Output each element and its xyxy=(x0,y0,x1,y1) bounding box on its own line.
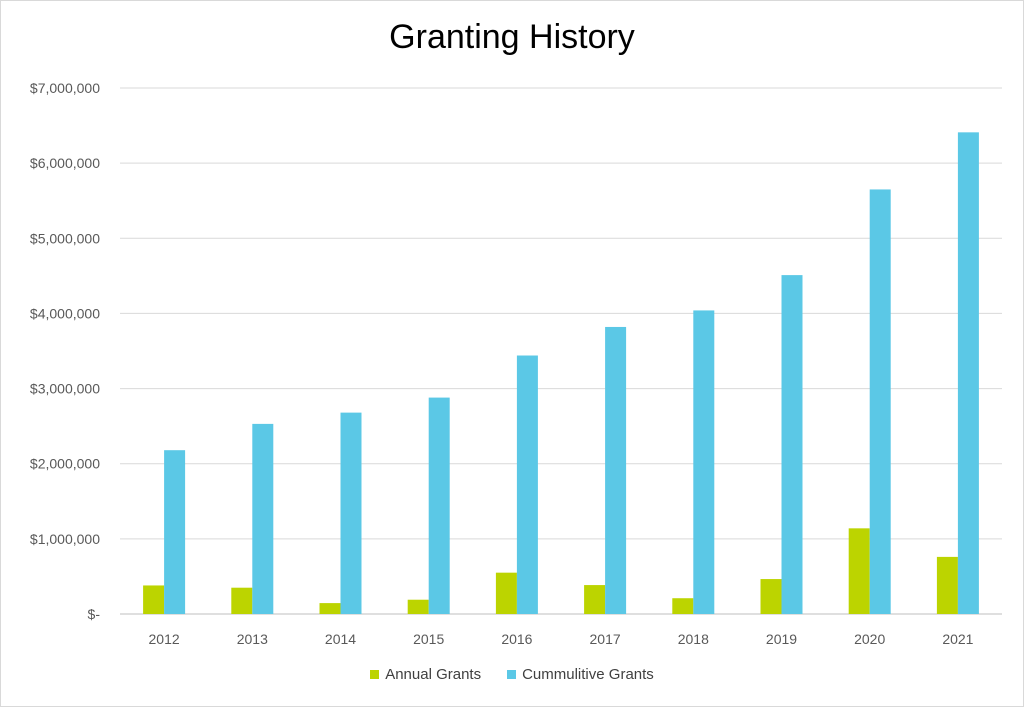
chart-legend: Annual Grants Cummulitive Grants xyxy=(0,666,1024,683)
bar-cumulative-2012 xyxy=(164,450,186,614)
bar-cumulative-2017 xyxy=(605,326,627,614)
bar-cumulative-2021 xyxy=(957,132,979,614)
bar-cumulative-2014 xyxy=(340,412,362,614)
bar-annual-2019 xyxy=(760,579,782,614)
y-tick-label: $2,000,000 xyxy=(30,456,100,472)
bar-annual-2018 xyxy=(672,598,694,614)
bar-annual-2021 xyxy=(936,556,958,614)
bar-annual-2015 xyxy=(407,599,429,614)
legend-item-cumulative: Cummulitive Grants xyxy=(507,666,654,683)
bar-cumulative-2013 xyxy=(252,423,274,614)
legend-swatch-annual xyxy=(370,670,380,679)
bar-cumulative-2018 xyxy=(693,310,715,614)
bar-cumulative-2015 xyxy=(428,397,450,614)
x-tick-label: 2020 xyxy=(854,631,885,647)
bar-annual-2012 xyxy=(143,585,165,614)
x-tick-label: 2017 xyxy=(590,631,621,647)
bar-annual-2016 xyxy=(495,572,517,614)
x-tick-label: 2012 xyxy=(149,631,180,647)
chart-title: Granting History xyxy=(389,18,635,56)
x-tick-label: 2018 xyxy=(678,631,709,647)
legend-swatch-cumulative xyxy=(507,670,517,679)
x-tick-label: 2014 xyxy=(325,631,356,647)
y-tick-label: $7,000,000 xyxy=(30,80,100,96)
y-tick-label: $4,000,000 xyxy=(30,305,100,321)
bar-cumulative-2020 xyxy=(869,189,891,614)
y-tick-label: $1,000,000 xyxy=(30,531,100,547)
bar-cumulative-2016 xyxy=(516,355,538,614)
y-tick-label: $5,000,000 xyxy=(30,230,100,246)
bar-annual-2014 xyxy=(319,603,341,614)
bar-annual-2020 xyxy=(848,528,870,614)
legend-label-cumulative: Cummulitive Grants xyxy=(522,666,654,683)
legend-label-annual: Annual Grants xyxy=(385,666,482,683)
x-tick-label: 2019 xyxy=(766,631,797,647)
legend-item-annual: Annual Grants xyxy=(370,666,481,683)
bar-annual-2017 xyxy=(584,585,606,614)
bar-cumulative-2019 xyxy=(781,275,803,614)
bar-annual-2013 xyxy=(231,587,253,614)
x-tick-label: 2013 xyxy=(237,631,268,647)
x-tick-label: 2016 xyxy=(501,631,532,647)
x-tick-label: 2021 xyxy=(942,631,973,647)
y-tick-label: $6,000,000 xyxy=(30,155,100,171)
y-tick-label: $3,000,000 xyxy=(30,381,100,397)
y-tick-label: $- xyxy=(88,606,101,622)
x-tick-label: 2015 xyxy=(413,631,444,647)
